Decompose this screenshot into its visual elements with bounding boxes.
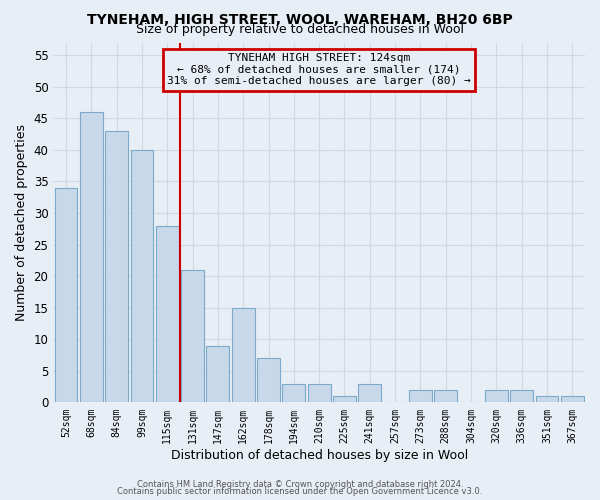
Y-axis label: Number of detached properties: Number of detached properties <box>15 124 28 321</box>
Bar <box>181 270 204 402</box>
Bar <box>131 150 154 403</box>
Text: Size of property relative to detached houses in Wool: Size of property relative to detached ho… <box>136 22 464 36</box>
Bar <box>156 226 179 402</box>
Bar <box>257 358 280 403</box>
Bar <box>80 112 103 403</box>
Bar <box>561 396 584 402</box>
Bar <box>206 346 229 403</box>
Bar <box>308 384 331 402</box>
Bar <box>536 396 559 402</box>
Text: Contains public sector information licensed under the Open Government Licence v3: Contains public sector information licen… <box>118 487 482 496</box>
Bar <box>283 384 305 402</box>
Bar <box>55 188 77 402</box>
Text: Contains HM Land Registry data © Crown copyright and database right 2024.: Contains HM Land Registry data © Crown c… <box>137 480 463 489</box>
X-axis label: Distribution of detached houses by size in Wool: Distribution of detached houses by size … <box>170 450 468 462</box>
Text: TYNEHAM HIGH STREET: 124sqm
← 68% of detached houses are smaller (174)
31% of se: TYNEHAM HIGH STREET: 124sqm ← 68% of det… <box>167 54 471 86</box>
Bar <box>105 131 128 402</box>
Bar <box>333 396 356 402</box>
Bar <box>485 390 508 402</box>
Bar <box>358 384 381 402</box>
Text: TYNEHAM, HIGH STREET, WOOL, WAREHAM, BH20 6BP: TYNEHAM, HIGH STREET, WOOL, WAREHAM, BH2… <box>87 12 513 26</box>
Bar <box>434 390 457 402</box>
Bar <box>511 390 533 402</box>
Bar <box>409 390 432 402</box>
Bar <box>232 308 254 402</box>
